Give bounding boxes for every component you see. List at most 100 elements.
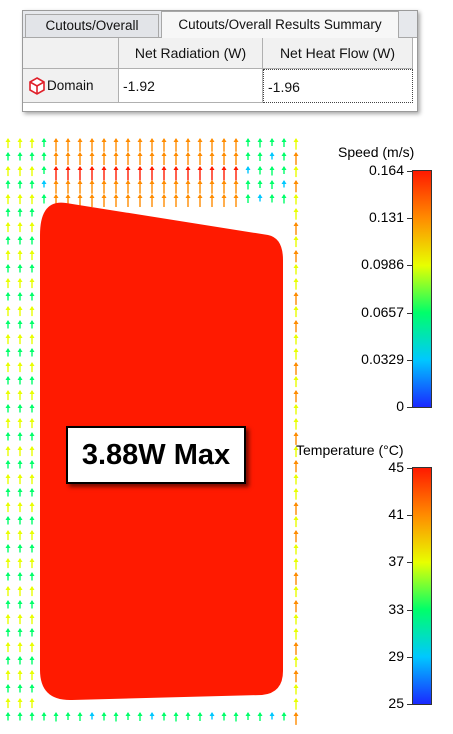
net-radiation-value[interactable]: -1.92 [119, 69, 263, 103]
velocity-arrow-head [65, 166, 71, 170]
velocity-arrow-head [29, 152, 35, 156]
row-header-domain[interactable]: Domain [23, 69, 119, 103]
velocity-arrow-head [101, 152, 107, 156]
velocity-arrow-head [293, 404, 299, 408]
velocity-arrow-head [293, 712, 299, 716]
velocity-arrow-head [125, 152, 131, 156]
velocity-arrow-head [5, 208, 11, 212]
velocity-arrow-head [245, 138, 251, 142]
velocity-arrow-head [17, 530, 23, 534]
velocity-arrow-head [17, 712, 23, 716]
velocity-arrow-head [293, 334, 299, 338]
velocity-arrow-head [5, 194, 11, 198]
velocity-arrow-head [293, 250, 299, 254]
column-header-net-heat-flow[interactable]: Net Heat Flow (W) [263, 38, 413, 69]
velocity-arrow-head [161, 194, 167, 198]
velocity-arrow-head [17, 236, 23, 240]
velocity-arrow-head [293, 418, 299, 422]
velocity-arrow-head [17, 278, 23, 282]
speed-tick-mark [407, 265, 412, 267]
velocity-arrow-head [293, 460, 299, 464]
velocity-arrow-head [17, 544, 23, 548]
velocity-arrow-head [5, 292, 11, 296]
velocity-arrow-head [197, 180, 203, 184]
velocity-arrow-head [233, 152, 239, 156]
velocity-arrow-head [5, 334, 11, 338]
velocity-arrow-head [293, 376, 299, 380]
velocity-arrow-head [53, 152, 59, 156]
velocity-arrow-head [5, 460, 11, 464]
velocity-arrow-head [5, 656, 11, 660]
velocity-arrow-head [29, 600, 35, 604]
velocity-arrow-head [65, 712, 71, 716]
velocity-arrow-head [17, 166, 23, 170]
speed-tick-label: 0.0329 [361, 350, 404, 367]
velocity-arrow-head [17, 432, 23, 436]
velocity-arrow-head [29, 474, 35, 478]
velocity-arrow-head [221, 166, 227, 170]
velocity-arrow-head [149, 138, 155, 142]
velocity-arrow-head [137, 138, 143, 142]
velocity-arrow-head [293, 194, 299, 198]
velocity-arrow-head [149, 152, 155, 156]
velocity-arrow-head [29, 362, 35, 366]
velocity-arrow-head [149, 166, 155, 170]
velocity-arrow-head [281, 152, 287, 156]
speed-colorbar [412, 170, 432, 408]
velocity-arrow-head [149, 180, 155, 184]
velocity-arrow-head [17, 642, 23, 646]
velocity-arrow-head [185, 180, 191, 184]
velocity-arrow-head [221, 180, 227, 184]
velocity-arrow-head [281, 138, 287, 142]
velocity-arrow-head [5, 544, 11, 548]
velocity-arrow-head [5, 390, 11, 394]
velocity-arrow-head [5, 572, 11, 576]
velocity-arrow-head [173, 138, 179, 142]
velocity-arrow-head [41, 712, 47, 716]
velocity-arrow-head [29, 432, 35, 436]
velocity-arrow-head [89, 138, 95, 142]
velocity-arrow-head [17, 320, 23, 324]
velocity-arrow-head [29, 698, 35, 702]
velocity-arrow-head [29, 712, 35, 716]
velocity-arrow-head [293, 138, 299, 142]
velocity-arrow-head [5, 180, 11, 184]
velocity-arrow-head [17, 334, 23, 338]
velocity-arrow-head [53, 194, 59, 198]
velocity-arrow-head [113, 180, 119, 184]
net-heat-flow-value[interactable]: -1.96 [263, 69, 413, 103]
velocity-vector-field [5, 138, 299, 725]
tab-cutouts-overall[interactable]: Cutouts/Overall [25, 14, 159, 37]
velocity-arrow-head [77, 194, 83, 198]
velocity-arrow-head [269, 138, 275, 142]
velocity-arrow-head [5, 684, 11, 688]
column-header-net-radiation[interactable]: Net Radiation (W) [119, 38, 263, 69]
velocity-arrow-head [125, 166, 131, 170]
velocity-arrow-head [17, 362, 23, 366]
velocity-arrow-head [101, 138, 107, 142]
velocity-arrow-head [293, 642, 299, 646]
velocity-arrow-head [17, 194, 23, 198]
velocity-arrow-head [137, 712, 143, 716]
velocity-arrow-head [53, 712, 59, 716]
velocity-arrow-head [149, 712, 155, 716]
velocity-arrow-head [29, 572, 35, 576]
velocity-arrow-head [17, 390, 23, 394]
velocity-arrow-head [5, 306, 11, 310]
temperature-tick-label: 41 [388, 506, 404, 523]
tab-cutouts-overall-results-summary[interactable]: Cutouts/Overall Results Summary [161, 11, 399, 38]
temperature-tick-label: 25 [388, 695, 404, 711]
velocity-arrow-head [5, 628, 11, 632]
velocity-arrow-head [17, 628, 23, 632]
velocity-arrow-head [29, 194, 35, 198]
velocity-arrow-head [17, 474, 23, 478]
velocity-arrow-head [221, 152, 227, 156]
velocity-arrow-head [5, 348, 11, 352]
velocity-arrow-head [125, 138, 131, 142]
velocity-arrow-head [5, 320, 11, 324]
velocity-arrow-head [293, 586, 299, 590]
velocity-arrow-head [17, 614, 23, 618]
velocity-arrow-head [29, 138, 35, 142]
speed-tick-mark [407, 312, 412, 314]
